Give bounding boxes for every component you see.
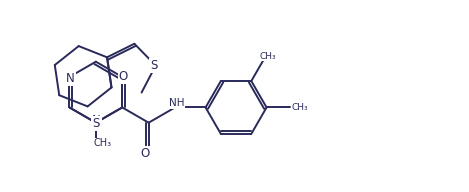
Text: N: N — [66, 72, 75, 85]
Text: CH₃: CH₃ — [259, 51, 276, 60]
Text: N: N — [92, 114, 101, 127]
Text: S: S — [150, 59, 157, 72]
Text: S: S — [92, 117, 99, 130]
Text: O: O — [119, 70, 128, 83]
Text: CH₃: CH₃ — [291, 103, 308, 112]
Text: O: O — [141, 147, 150, 160]
Text: NH: NH — [169, 98, 184, 108]
Text: CH₃: CH₃ — [93, 138, 111, 148]
